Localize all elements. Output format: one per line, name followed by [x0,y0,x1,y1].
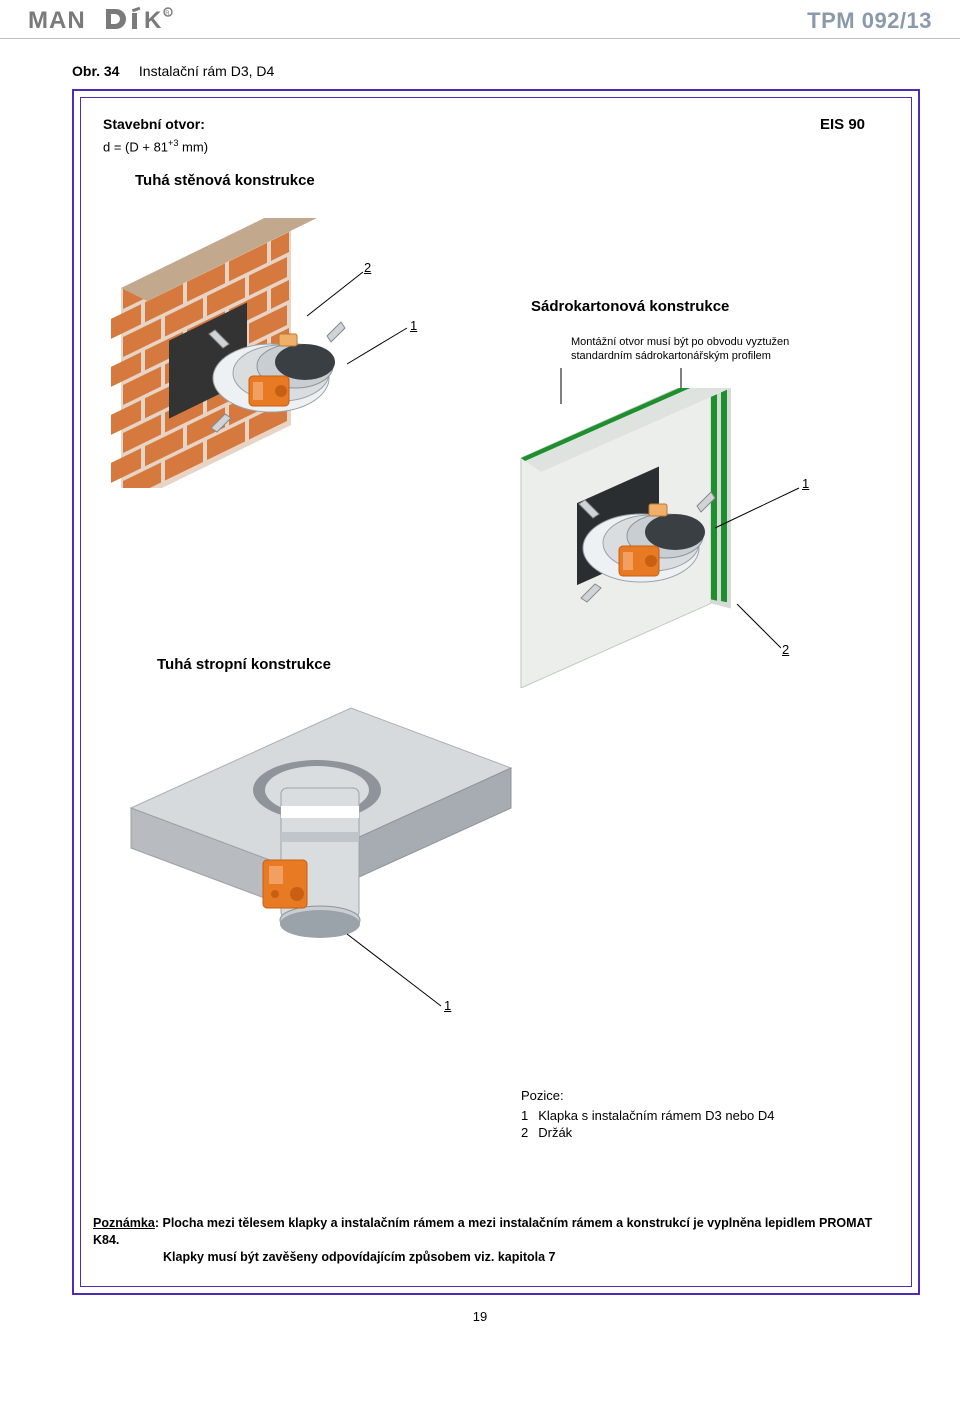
opening-formula: d = (D + 81+3 mm) [103,138,208,154]
illustration-solid-wall: 2 1 [111,218,431,493]
mandik-logo-icon: MAN K R [28,6,218,36]
page-number: 19 [28,1309,932,1324]
legend-table: 1 Klapka s instalačním rámem D3 nebo D4 … [521,1107,785,1141]
note-body-1: : Plocha mezi tělesem klapky a instalačn… [93,1216,872,1247]
legend-num: 1 [521,1107,538,1124]
section-ceiling: Tuhá stropní konstrukce [157,656,331,673]
svg-text:MAN: MAN [28,7,86,34]
table-row: 1 Klapka s instalačním rámem D3 nebo D4 [521,1107,785,1124]
section-solid-wall: Tuhá stěnová konstrukce [135,172,889,189]
svg-text:R: R [165,11,170,17]
opening-label: Stavební otvor: [103,116,208,132]
legend-num: 2 [521,1124,538,1141]
table-row: 2 Držák [521,1124,785,1141]
position-legend: Pozice: 1 Klapka s instalačním rámem D3 … [521,1088,785,1141]
callout-1: 1 [801,476,810,491]
drywall-reinforcement-note: Montážní otvor musí být po obvodu vyztuž… [571,336,801,364]
illustration-drywall: 1 2 [481,388,841,693]
callout-2: 2 [781,642,790,657]
page-header: MAN K R TPM 092/13 [0,0,960,39]
opening-label-block: Stavební otvor: d = (D + 81+3 mm) [103,116,208,154]
fire-rating: EIS 90 [820,116,865,133]
svg-text:K: K [144,7,162,34]
brand-logo: MAN K R [28,6,218,36]
document-code: TPM 092/13 [807,8,932,34]
callout-1: 1 [409,318,418,333]
page-body: Obr. 34 Instalační rám D3, D4 Stavební o… [0,39,960,1342]
legend-text: Držák [538,1124,784,1141]
legend-text: Klapka s instalačním rámem D3 nebo D4 [538,1107,784,1124]
callout-1: 1 [443,998,452,1013]
note-body-2: Klapky musí být zavěšeny odpovídajícím z… [163,1249,555,1266]
callout-2: 2 [363,260,372,275]
section-drywall: Sádrokartonová konstrukce [531,298,729,315]
note-lead: Poznámka [93,1216,155,1230]
illustration-ceiling: 1 [111,698,531,1083]
frame-outer: Stavební otvor: d = (D + 81+3 mm) EIS 90… [72,89,920,1295]
figure-number: Obr. 34 [72,63,119,79]
legend-title: Pozice: [521,1088,785,1103]
figure-caption: Obr. 34 Instalační rám D3, D4 [72,63,932,79]
frame-inner: Stavební otvor: d = (D + 81+3 mm) EIS 90… [80,97,912,1287]
top-labels-row: Stavební otvor: d = (D + 81+3 mm) EIS 90 [103,116,889,154]
figure-title: Instalační rám D3, D4 [139,63,274,79]
footnote: Poznámka: Plocha mezi tělesem klapky a i… [93,1215,889,1266]
